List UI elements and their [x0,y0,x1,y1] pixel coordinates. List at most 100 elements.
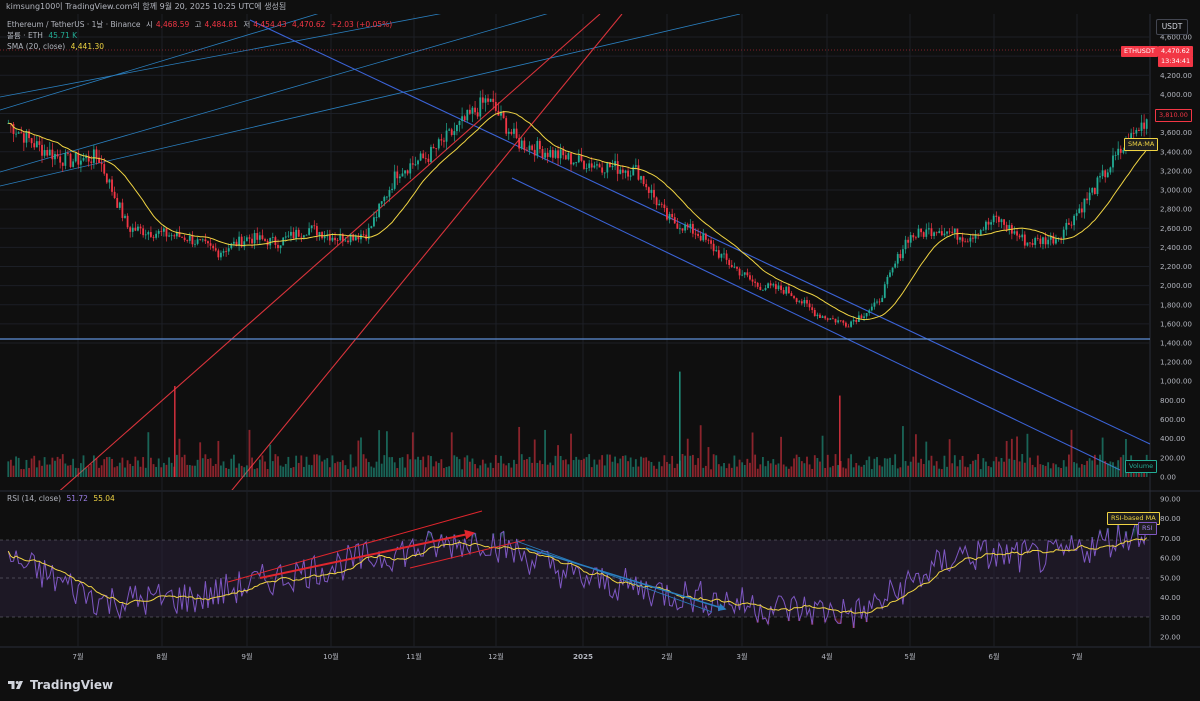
volume-bar [1047,462,1050,477]
candle-body [248,237,251,239]
volume-bar [367,462,370,477]
candle-body [694,233,697,235]
volume-bar [445,466,448,477]
volume-bar [702,467,705,477]
currency-button[interactable]: USDT [1156,19,1188,35]
candle-body [821,316,824,318]
time-axis[interactable]: 7월 8월 9월 10월 11월 12월 2025 2월 3월 4월 5월 6월 7월 [72,652,1082,661]
volume-bar [1099,454,1101,477]
blue-trend-lines-upper[interactable] [0,14,741,187]
candle-body [269,237,272,246]
volume-bar [645,457,648,477]
blue-descending-channel[interactable] [249,19,1150,471]
volume-bar [113,467,116,477]
volume-bar [904,461,907,477]
tradingview-logo[interactable]: TradingView [8,675,113,695]
candle-body [894,263,897,268]
rsi-oversold-fill [852,617,855,628]
volume-tick-label: 200.00 [1160,453,1186,462]
candle-body [533,149,536,156]
candle-body [401,173,404,177]
price-chart[interactable]: 4,600.004,400.004,200.004,000.003,800.00… [0,14,1200,664]
volume-bar [842,467,845,477]
grid [0,14,1150,647]
candle-body [295,229,298,239]
candle-body [424,158,427,160]
candle-body [873,302,876,307]
rsi-divergence-lines[interactable] [227,510,727,613]
volume-tick-label: 1,000.00 [1160,377,1192,386]
candle-body [559,149,562,159]
price-axis[interactable]: 4,600.004,400.004,200.004,000.003,800.00… [1160,33,1192,348]
candle-body [51,149,54,160]
candle-body [619,169,622,174]
candle-body [357,236,360,240]
volume-bar [1078,467,1081,477]
rsi-axis[interactable]: 90.00 80.00 70.00 60.00 50.00 40.00 30.00 20.00 [1160,495,1181,642]
price-tick-label: 4,600.00 [1160,33,1192,42]
volume-bar [1112,462,1114,477]
volume-bar [798,457,801,477]
volume-legend[interactable]: 볼륨 · ETH 45.71 K [7,31,78,40]
candle-body [152,236,155,238]
volume-bar [749,462,751,477]
volume-bar [1101,437,1104,477]
candle-body [1016,231,1018,236]
volume-bar [220,465,222,477]
price-legend[interactable]: Ethereum / TetherUS · 1날 · Binance 시 4,46… [7,20,393,29]
volume-bar [935,461,938,477]
volume-bar [41,465,43,477]
candle-body [484,98,487,103]
candle-body [580,155,583,161]
candle-body [733,266,736,268]
rsi-legend[interactable]: RSI (14, close) 51.72 55.04 [7,494,115,503]
volume-bar [212,465,215,477]
candle-body [505,118,508,134]
volume-bars [7,371,1148,477]
volume-bar [956,466,959,477]
volume-bar [339,461,342,477]
volume-bar [756,468,759,477]
candle-body [383,196,386,202]
red-rising-trend-lines[interactable] [55,14,623,495]
candle-body [474,107,476,113]
price-tick-label: 1,800.00 [1160,300,1192,309]
volume-bar [118,462,121,477]
candle-body [601,167,604,173]
volume-bar [526,459,528,477]
volume-bar [663,455,666,477]
volume-bar [1005,440,1008,477]
volume-axis[interactable]: 1,200.00 1,000.00 800.00 600.00 400.00 200.00… [1160,358,1192,482]
candle-body [717,250,720,258]
sma-name-badge: SMA:MA [1124,138,1159,151]
volume-bar [1029,457,1031,477]
candle-body [777,285,780,290]
candle-body [95,149,98,158]
candlesticks[interactable] [7,89,1148,329]
volume-bar [310,465,313,477]
volume-bar [676,463,679,477]
candle-body [575,162,578,164]
candle-body [583,160,585,169]
volume-bar [712,454,715,477]
sma-legend[interactable]: SMA (20, close) 4,441.30 [7,42,105,51]
candle-body [593,165,596,168]
candle-body [1042,237,1044,244]
volume-bar [764,466,767,477]
volume-bar [767,460,770,477]
candle-body [481,97,484,103]
candle-body [819,314,821,318]
candle-body [518,138,521,149]
volume-bar [326,458,329,477]
candle-body [212,245,215,249]
volume-bar [938,468,941,477]
candle-body [352,234,355,241]
volume-bar [360,437,362,477]
volume-bar [1075,463,1078,477]
candle-body [865,313,868,317]
candle-body [596,164,598,166]
volume-bar [606,454,609,477]
candle-body [56,154,59,157]
candle-body [450,129,453,135]
candle-body [30,138,33,144]
